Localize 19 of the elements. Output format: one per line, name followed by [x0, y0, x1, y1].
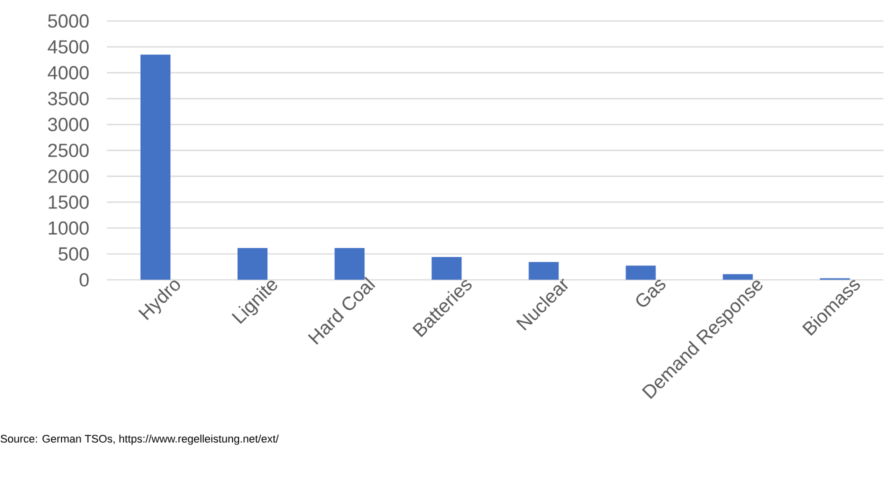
- y-tick-label: 2000: [48, 170, 89, 184]
- y-tick-label: 5000: [48, 14, 89, 28]
- y-tick-label: 4000: [48, 66, 89, 80]
- y-tick-label: 4500: [48, 40, 89, 54]
- y-tick-label: 3000: [48, 118, 89, 132]
- y-tick-label: 1500: [48, 196, 89, 210]
- bar: [626, 266, 656, 280]
- source-note: Source: German TSOs, https://www.regelleistung.net/ext/: [0, 434, 279, 445]
- bar: [528, 262, 559, 280]
- y-tick-label: 2500: [48, 144, 89, 158]
- y-tick-label: 0: [80, 273, 89, 287]
- bar: [722, 274, 753, 280]
- bar: [432, 257, 462, 280]
- x-tick-label: Gas: [636, 280, 666, 307]
- bar: [238, 248, 268, 280]
- y-tick-label: 500: [58, 247, 89, 261]
- y-tick-label: 1000: [48, 222, 89, 235]
- bar: [140, 54, 170, 280]
- y-tick-label: 3500: [48, 92, 89, 106]
